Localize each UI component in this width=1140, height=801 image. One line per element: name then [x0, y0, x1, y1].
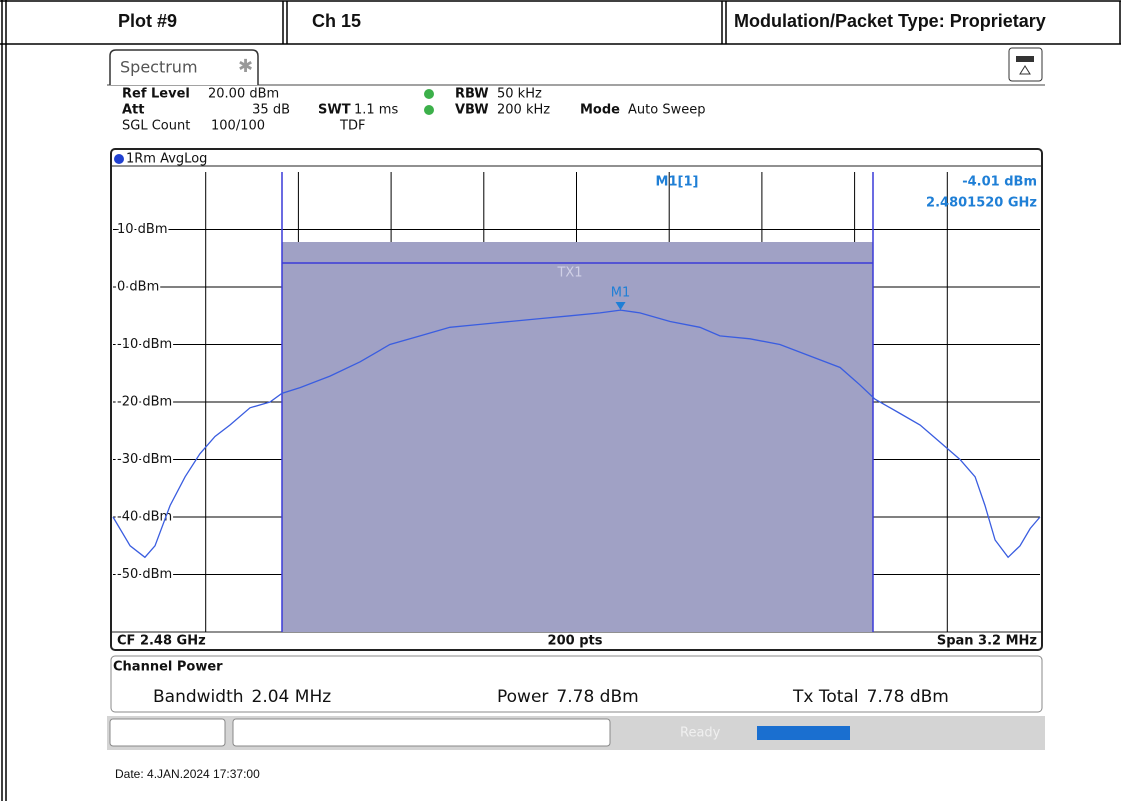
channel-power-title: Channel Power [113, 660, 223, 675]
modulation-label: Modulation/Packet Type: Proprietary [734, 11, 1046, 31]
setting-label: SGL Count [122, 119, 190, 134]
y-tick-label: -20 dBm [117, 395, 172, 410]
setting-value: 200 kHz [497, 103, 550, 118]
setting-label: Mode [580, 103, 620, 118]
plot-label: Plot #9 [118, 11, 177, 31]
setting-value: 1.1 ms [354, 103, 398, 118]
y-tick-label: 0 dBm [117, 280, 159, 295]
setting-value: Auto Sweep [628, 103, 705, 118]
tab-icon: ✱ [238, 56, 253, 77]
status-dot [424, 105, 434, 115]
marker-name: M1 [611, 286, 631, 301]
status-field[interactable] [232, 718, 611, 747]
span-label: Span 3.2 MHz [937, 634, 1037, 649]
marker-value: -4.01 dBm [962, 175, 1037, 190]
channel-power-box [110, 655, 1043, 713]
tab[interactable] [109, 49, 259, 85]
setting-label: Att [122, 103, 145, 118]
setting-label: SWT [318, 103, 351, 118]
cp-label: Power [497, 687, 548, 707]
icon-button[interactable] [1008, 47, 1043, 82]
tab-label[interactable]: Spectrum [120, 58, 198, 77]
icon-glyph [1016, 56, 1034, 62]
channel-label: Ch 15 [312, 11, 361, 31]
y-tick-label: 10 dBm [117, 222, 168, 237]
date: Date: 4.JAN.2024 17:37:00 [115, 767, 260, 781]
setting-label: Ref Level [122, 87, 190, 102]
channel-fill [282, 242, 873, 632]
marker-freq: 2.4801520 GHz [926, 196, 1037, 211]
progress [757, 726, 850, 740]
cp-label: Bandwidth [153, 687, 244, 707]
trace-label: 1Rm AvgLog [126, 152, 207, 167]
setting-value: 50 kHz [497, 87, 542, 102]
channel-label: TX1 [556, 266, 582, 281]
trace-dot [114, 154, 124, 164]
y-tick-label: -30 dBm [117, 452, 172, 467]
cp-value: 2.04 MHz [252, 687, 332, 707]
setting-label: TDF [339, 119, 365, 134]
trace [112, 309, 1041, 559]
cp-label: Tx Total [792, 687, 859, 707]
cp-value: 7.78 dBm [556, 687, 638, 707]
setting-value: 20.00 dBm [208, 87, 279, 102]
y-tick-label: -10 dBm [117, 337, 172, 352]
status-dot [424, 89, 434, 99]
status-text: Ready [680, 726, 721, 741]
marker-readout: M1[1] [656, 175, 699, 190]
setting-value: 35 dB [252, 103, 290, 118]
setting-value: 100/100 [211, 119, 265, 134]
setting-label: RBW [455, 87, 489, 102]
cp-value: 7.78 dBm [867, 687, 949, 707]
y-tick-label: -40 dBm [117, 510, 172, 525]
marker [615, 302, 626, 311]
setting-label: VBW [455, 103, 489, 118]
status-field[interactable] [109, 718, 226, 747]
icon-glyph [1019, 65, 1031, 75]
cf-label: CF 2.48 GHz [117, 634, 206, 649]
points-label: 200 pts [548, 634, 603, 649]
y-tick-label: -50 dBm [117, 567, 172, 582]
